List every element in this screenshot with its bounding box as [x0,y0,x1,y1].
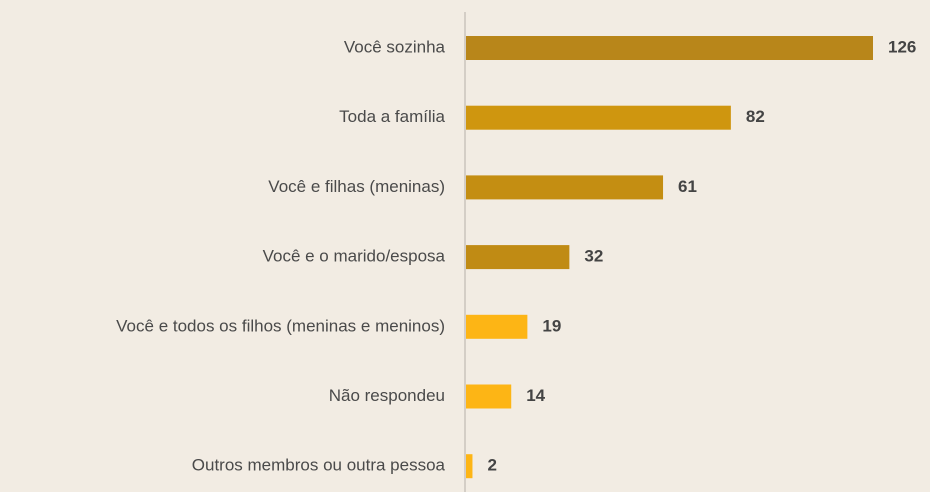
category-label: Você e todos os filhos (meninas e menino… [116,316,445,335]
value-label: 2 [487,456,496,475]
category-label: Toda a família [339,107,445,126]
bar [466,245,570,270]
category-label: Outros membros ou outra pessoa [192,456,446,475]
category-label: Você e filhas (meninas) [268,177,445,196]
bar [466,314,528,339]
value-label: 82 [746,107,765,126]
category-label: Você e o marido/esposa [263,247,446,266]
value-label: 32 [584,247,603,266]
value-label: 61 [678,177,697,196]
value-label: 126 [888,37,916,56]
category-label: Não respondeu [329,386,445,405]
bar [466,36,873,60]
bar [466,105,731,130]
value-label: 14 [526,386,545,405]
category-label: Você sozinha [344,37,446,56]
bar [466,384,512,409]
bar [466,454,473,479]
bar [466,175,664,200]
value-label: 19 [542,316,561,335]
